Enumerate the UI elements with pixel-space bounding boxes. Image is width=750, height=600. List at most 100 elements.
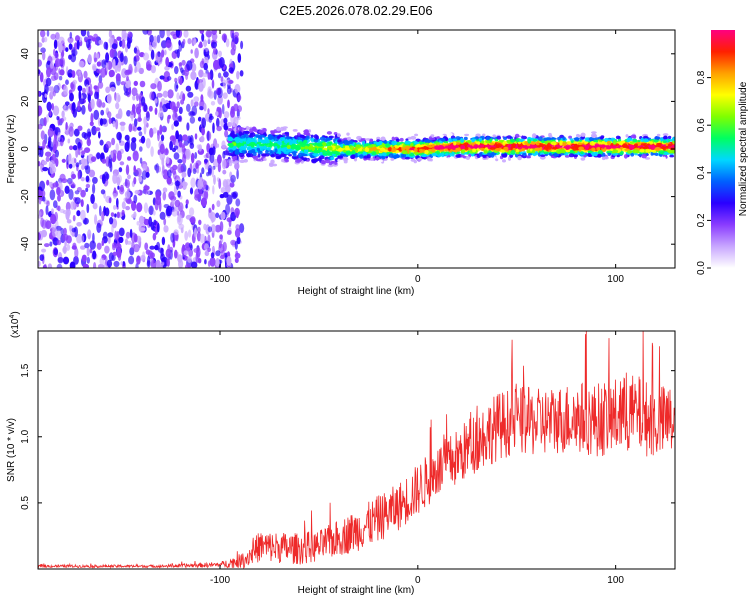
spectrogram-noise-cell bbox=[118, 236, 124, 244]
spectrogram-noise-cell bbox=[190, 177, 196, 188]
spectrogram-signal-cell bbox=[517, 141, 522, 145]
spectrogram-noise-cell bbox=[49, 189, 56, 201]
spectrogram-signal-cell bbox=[551, 137, 557, 140]
spectrogram-noise-cell bbox=[211, 41, 218, 49]
spectrogram-noise-cell bbox=[58, 75, 63, 81]
spectrogram-noise-cell bbox=[193, 38, 197, 45]
spectrogram-noise-cell bbox=[213, 47, 217, 55]
spectrogram-signal-cell bbox=[359, 154, 364, 159]
spectrogram-noise-cell bbox=[185, 204, 188, 209]
spectrogram-noise-cell bbox=[133, 177, 137, 185]
spectrogram-noise-cell bbox=[77, 85, 83, 92]
spectrogram-noise-cell bbox=[45, 77, 52, 87]
spectrogram-noise-cell bbox=[155, 194, 162, 206]
spectrogram-signal-cell bbox=[270, 130, 275, 135]
spectrogram-noise-cell bbox=[166, 30, 171, 38]
spectrogram-noise-cell bbox=[165, 156, 170, 164]
spectrogram-signal-cell bbox=[428, 145, 433, 148]
colorbar-gradient bbox=[711, 30, 735, 268]
spectrogram-signal-cell bbox=[475, 133, 481, 138]
spectrogram-noise-cell bbox=[65, 122, 68, 130]
spectrogram-noise-cell bbox=[171, 199, 175, 205]
spectrogram-noise-cell bbox=[44, 93, 48, 98]
spectrogram-noise-cell bbox=[182, 38, 186, 45]
spectrogram-noise-cell bbox=[88, 169, 96, 178]
spectrogram-noise-cell bbox=[129, 228, 133, 239]
spectrogram-noise-cell bbox=[86, 256, 91, 264]
spectrogram-noise-cell bbox=[67, 154, 72, 165]
spectrogram-signal-cell bbox=[315, 135, 320, 140]
spectrogram-noise-cell bbox=[222, 79, 227, 89]
spectrogram-signal-cell bbox=[409, 153, 415, 157]
spectrogram-signal-cell bbox=[258, 141, 262, 145]
spectrogram-y-tick-label: 0 bbox=[20, 146, 31, 152]
spectrogram-noise-cell bbox=[45, 220, 52, 230]
spectrogram-signal-cell bbox=[259, 134, 266, 138]
spectrogram-noise-cell bbox=[152, 232, 157, 241]
spectrogram-noise-cell bbox=[123, 91, 130, 96]
spectrogram-noise-cell bbox=[96, 222, 102, 233]
spectrogram-signal-cell bbox=[371, 151, 377, 156]
spectrogram-noise-cell bbox=[103, 41, 108, 50]
spectrogram-noise-cell bbox=[93, 109, 100, 120]
spectrogram-noise-cell bbox=[188, 242, 193, 249]
spectrogram-signal-cell bbox=[543, 151, 549, 154]
spectrogram-noise-cell bbox=[217, 162, 221, 173]
spectrogram-noise-cell bbox=[165, 248, 171, 258]
spectrogram-noise-cell bbox=[92, 65, 97, 72]
spectrogram-signal-cell bbox=[540, 154, 546, 157]
spectrogram-noise-cell bbox=[130, 110, 135, 116]
spectrogram-noise-cell bbox=[174, 66, 179, 75]
spectrogram-noise-cell bbox=[43, 263, 47, 268]
spectrogram-signal-cell bbox=[227, 128, 233, 132]
spectrogram-signal-cell bbox=[369, 138, 374, 142]
spectrogram-signal-cell bbox=[626, 137, 631, 143]
spectrogram-signal-cell bbox=[530, 141, 536, 145]
spectrogram-signal-cell bbox=[596, 146, 601, 151]
spectrogram-noise-cell bbox=[226, 194, 233, 205]
spectrogram-noise-cell bbox=[64, 185, 70, 194]
spectrogram-noise-cell bbox=[233, 31, 239, 38]
spectrogram-noise-cell bbox=[70, 82, 74, 90]
spectrogram-signal-cell bbox=[256, 144, 260, 149]
spectrogram-signal-cell bbox=[261, 153, 267, 157]
spectrogram-signal-cell bbox=[241, 138, 246, 142]
spectrogram-signal-cell bbox=[502, 159, 506, 163]
spectrogram-signal-cell bbox=[338, 147, 342, 152]
spectrogram-noise-cell bbox=[126, 40, 131, 49]
spectrogram-noise-cell bbox=[220, 249, 226, 259]
spectrogram-noise-cell bbox=[236, 116, 241, 121]
spectrogram-noise-cell bbox=[211, 79, 215, 89]
spectrogram-noise-cell bbox=[93, 262, 97, 268]
spectrogram-noise-cell bbox=[208, 91, 215, 99]
spectrogram-noise-cell bbox=[186, 60, 193, 71]
spectrogram-signal-cell bbox=[387, 147, 392, 152]
spectrogram-noise-cell bbox=[66, 243, 71, 251]
spectrogram-noise-cell bbox=[188, 110, 195, 117]
spectrogram-y-tick-label: 40 bbox=[20, 48, 31, 60]
spectrogram-noise-cell bbox=[91, 37, 97, 42]
spectrogram-noise-cell bbox=[133, 165, 136, 173]
spectrogram-signal-cell bbox=[303, 139, 308, 144]
spectrogram-noise-cell bbox=[109, 48, 115, 58]
spectrogram-signal-cell bbox=[455, 154, 462, 158]
spectrogram-noise-cell bbox=[131, 214, 136, 219]
spectrogram-signal-cell bbox=[669, 154, 675, 158]
spectrogram-signal-cell bbox=[584, 141, 588, 145]
spectrogram-signal-cell bbox=[448, 137, 452, 143]
spectrogram-noise-cell bbox=[208, 164, 213, 174]
spectrogram-noise-cell bbox=[90, 193, 95, 204]
spectrogram-signal-cell bbox=[307, 145, 313, 150]
spectrogram-noise-cell bbox=[183, 30, 189, 38]
spectrogram-signal-cell bbox=[637, 139, 641, 143]
spectrogram-noise-cell bbox=[171, 135, 176, 141]
spectrogram-noise-cell bbox=[209, 113, 213, 118]
spectrogram-noise-cell bbox=[164, 49, 167, 56]
spectrogram-noise-cell bbox=[204, 158, 209, 163]
spectrogram-signal-cell bbox=[402, 153, 407, 158]
spectrogram-signal-cell bbox=[417, 157, 423, 161]
spectrogram-noise-cell bbox=[71, 227, 77, 233]
spectrogram-noise-cell bbox=[152, 210, 156, 216]
spectrogram-noise-cell bbox=[113, 205, 117, 210]
spectrogram-signal-cell bbox=[241, 132, 245, 136]
